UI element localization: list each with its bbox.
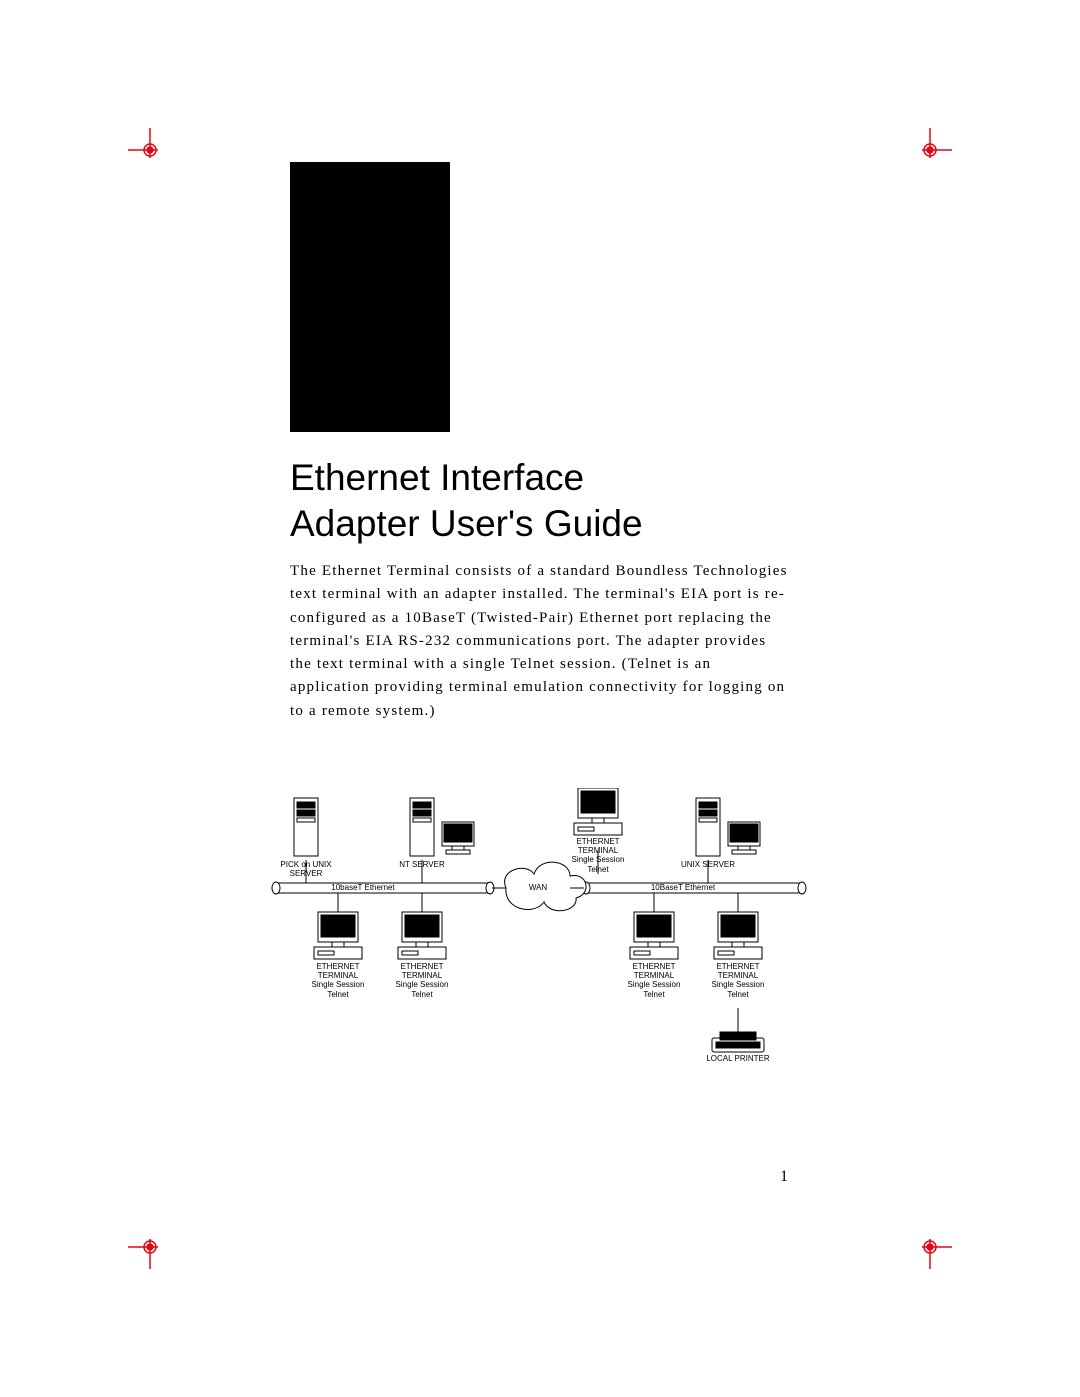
label-wan: WAN — [520, 883, 556, 892]
crop-mark-top-right — [908, 128, 952, 172]
label-backbone-right: 10BaseT Ethernet — [638, 883, 728, 892]
label-printer: LOCAL PRINTER — [698, 1054, 778, 1063]
title-line-1: Ethernet Interface — [290, 457, 584, 498]
document-title: Ethernet Interface Adapter User's Guide — [290, 455, 643, 548]
label-unix-server: UNIX SERVER — [678, 860, 738, 869]
decorative-black-box — [290, 162, 450, 432]
label-br-terminal: ETHERNET TERMINAL Single Session Telnet — [618, 962, 690, 999]
network-diagram: PICK on UNIX SERVER NT SERVER ETHERNET T… — [268, 788, 808, 1098]
page-number: 1 — [780, 1168, 788, 1186]
title-line-2: Adapter User's Guide — [290, 503, 643, 544]
label-bl2-terminal: ETHERNET TERMINAL Single Session Telnet — [386, 962, 458, 999]
crop-mark-top-left — [128, 128, 172, 172]
crop-mark-bottom-right — [908, 1225, 952, 1269]
intro-paragraph: The Ethernet Terminal consists of a stan… — [290, 560, 790, 723]
label-backbone-left: 10baseT Ethernet — [318, 883, 408, 892]
crop-mark-bottom-left — [128, 1225, 172, 1269]
label-bl-terminal: ETHERNET TERMINAL Single Session Telnet — [302, 962, 374, 999]
label-top-terminal: ETHERNET TERMINAL Single Session Telnet — [562, 837, 634, 874]
label-nt-server: NT SERVER — [392, 860, 452, 869]
label-pick-server: PICK on UNIX SERVER — [271, 860, 341, 878]
label-br2-terminal: ETHERNET TERMINAL Single Session Telnet — [702, 962, 774, 999]
